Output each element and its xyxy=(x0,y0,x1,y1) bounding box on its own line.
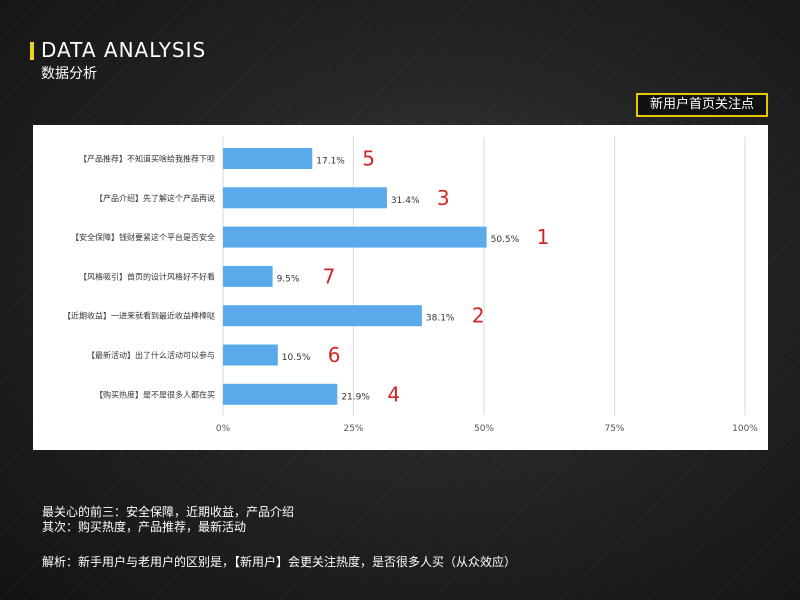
page-title-en: DATA ANALYSIS xyxy=(41,38,207,62)
value-label: 38.1% xyxy=(426,314,455,324)
rank-label: 2 xyxy=(472,304,485,328)
summary-notes: 最关心的前三：安全保障，近期收益，产品介绍 其次：购买热度，产品推荐，最新活动 xyxy=(42,505,294,535)
rank-label: 7 xyxy=(323,264,336,288)
rank-label: 1 xyxy=(537,225,550,249)
bar xyxy=(223,383,338,405)
chart-panel: 0% 25% 50% 75% 100% 【产品推荐】不知道买啥给我推荐下呗 17.1% 5 【产… xyxy=(33,125,768,450)
summary-line-top3: 最关心的前三：安全保障，近期收益，产品介绍 xyxy=(42,505,295,519)
x-tick-label: 0% xyxy=(216,424,231,434)
value-label: 31.4% xyxy=(391,196,420,206)
page-title-cn: 数据分析 xyxy=(41,66,97,82)
value-label: 21.9% xyxy=(341,392,370,402)
bar-chart: 0% 25% 50% 75% 100% 【产品推荐】不知道买啥给我推荐下呗 17.1% 5 【产… xyxy=(63,137,758,434)
category-label: 【购买热度】是不是很多人都在买 xyxy=(95,389,215,399)
summary-line-secondary: 其次：购买热度，产品推荐，最新活动 xyxy=(42,520,247,534)
rank-label: 3 xyxy=(437,186,450,210)
category-label: 【近期收益】一进来就看到最近收益棒棒哒 xyxy=(63,311,215,321)
x-tick-label: 75% xyxy=(604,424,624,434)
section-badge: 新用户首页关注点 xyxy=(636,93,768,117)
value-label: 9.5% xyxy=(277,274,300,284)
rank-label: 4 xyxy=(387,382,400,406)
bar xyxy=(223,187,387,209)
bar xyxy=(223,148,313,169)
x-tick-label: 25% xyxy=(343,424,363,434)
x-tick-label: 50% xyxy=(474,424,494,434)
title-accent-bar xyxy=(30,42,34,60)
bar xyxy=(223,265,273,287)
analysis-text: 解析：新手用户与老用户的区别是，【新用户】会更关注热度，是否很多人买（从众效应） xyxy=(42,555,517,569)
value-label: 10.5% xyxy=(282,353,311,363)
category-label: 【风格吸引】首页的设计风格好不好看 xyxy=(79,271,215,281)
value-label: 17.1% xyxy=(316,157,345,167)
value-label: 50.5% xyxy=(491,235,520,245)
category-label: 【安全保障】钱财要紧这个平台是否安全 xyxy=(71,232,215,242)
category-label: 【产品推荐】不知道买啥给我推荐下呗 xyxy=(79,154,215,164)
category-label: 【最新活动】出了什么活动可以参与 xyxy=(87,350,215,360)
bar xyxy=(223,305,422,327)
category-label: 【产品介绍】先了解这个产品再说 xyxy=(95,193,215,203)
rank-label: 6 xyxy=(328,343,341,367)
rank-label: 5 xyxy=(362,147,375,171)
bar xyxy=(223,226,487,248)
x-tick-label: 100% xyxy=(732,424,758,434)
bar xyxy=(223,344,278,366)
